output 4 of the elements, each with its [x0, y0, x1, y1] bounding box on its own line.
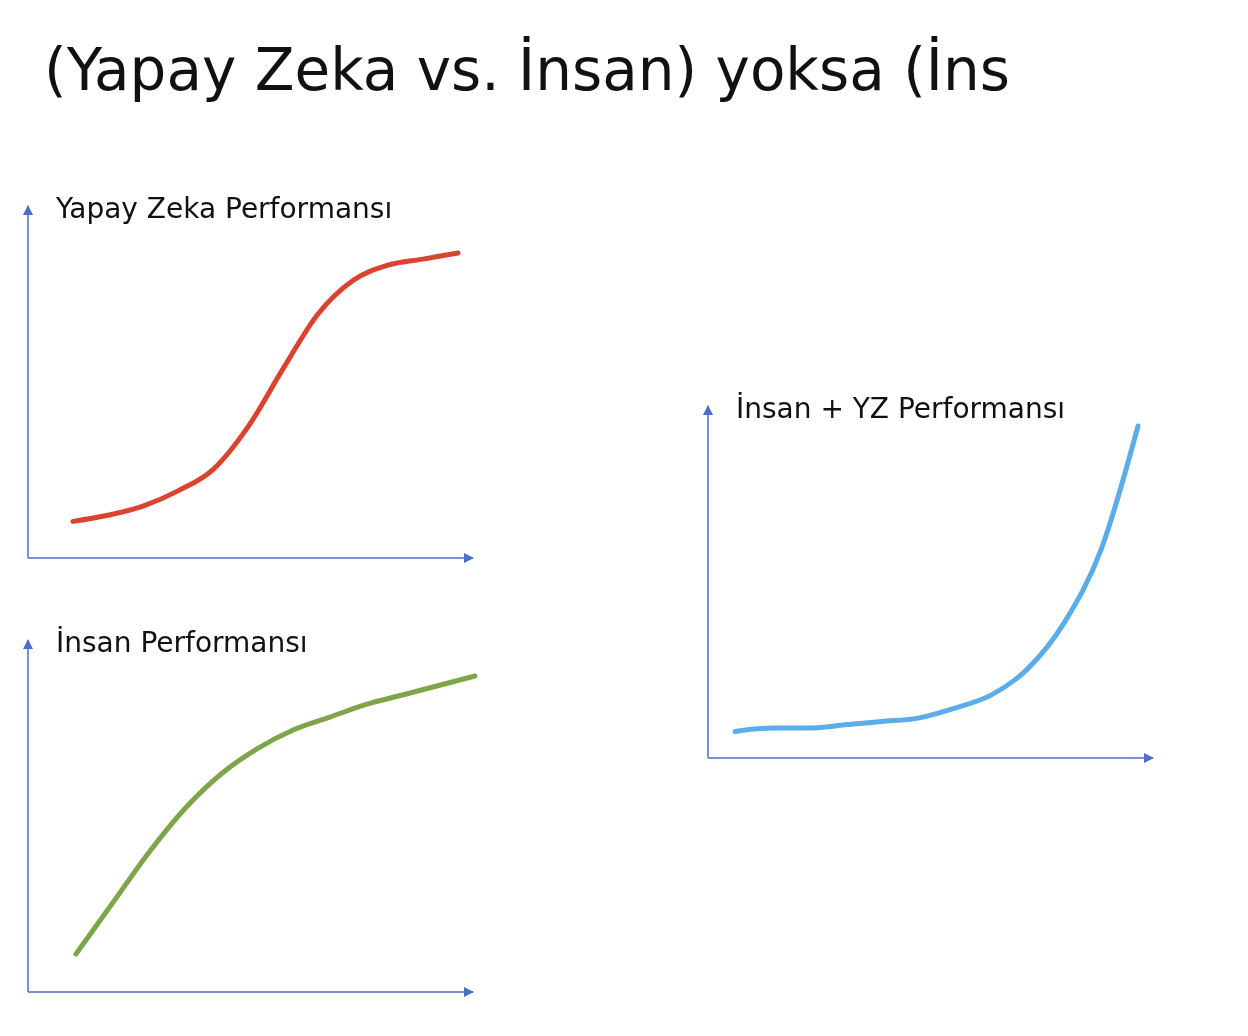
text: (Yapay Zeka vs. İnsan) yoksa (İns — [44, 36, 1010, 104]
chart-title: Yapay Zeka Performansı — [55, 192, 393, 225]
chart-title: İnsan + YZ Performansı — [736, 392, 1066, 425]
chart-title: İnsan Performansı — [56, 626, 308, 659]
